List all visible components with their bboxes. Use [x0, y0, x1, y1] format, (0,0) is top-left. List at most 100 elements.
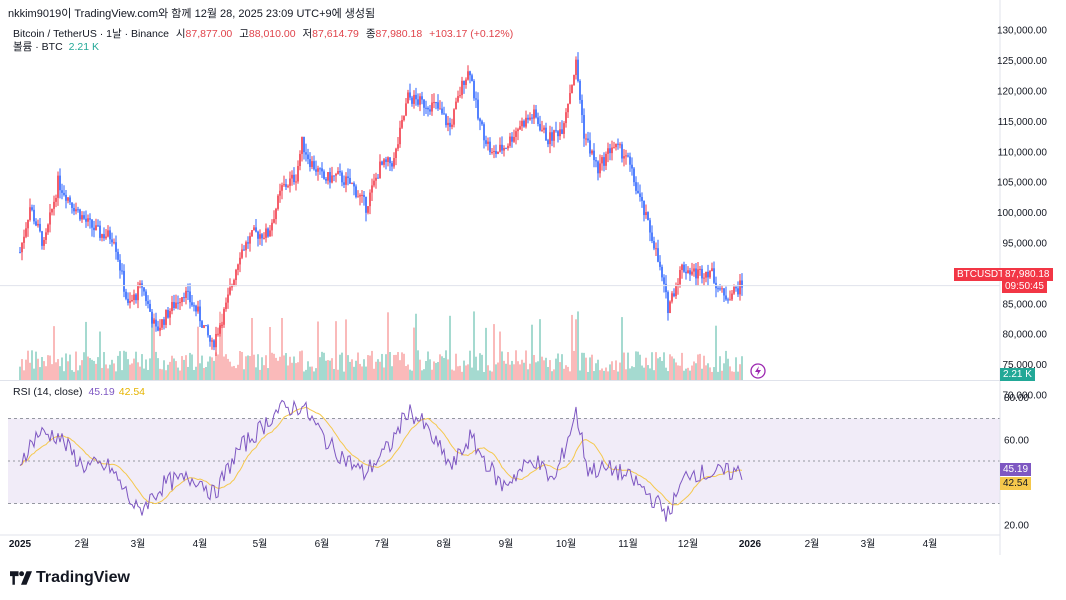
lightning-icon[interactable]: [750, 363, 766, 379]
candle-body: [379, 161, 381, 179]
volume-bar: [279, 356, 281, 380]
volume-bar: [597, 359, 599, 380]
symbol-title[interactable]: Bitcoin / TetherUS · 1날 · Binance: [13, 28, 169, 40]
volume-bar: [721, 370, 723, 380]
candle-body: [413, 94, 415, 104]
volume-bar: [243, 369, 245, 380]
candle-body: [403, 115, 405, 120]
volume-bar: [299, 351, 301, 380]
candle-body: [279, 190, 281, 196]
volume-bar: [625, 369, 627, 380]
candle-body: [611, 147, 613, 154]
candle-body: [573, 75, 575, 86]
candle-body: [585, 138, 587, 140]
volume-bar: [347, 355, 349, 380]
volume-bar: [85, 321, 87, 380]
volume-bar: [497, 362, 499, 380]
tradingview-logo[interactable]: TradingView: [10, 569, 130, 587]
candle-body: [187, 290, 189, 292]
candle-body: [735, 287, 737, 289]
volume-bar: [139, 366, 141, 380]
candle-body: [497, 151, 499, 154]
volume-bar: [105, 364, 107, 380]
candle-body: [121, 270, 123, 272]
volume-bar: [509, 364, 511, 380]
volume-bar: [31, 350, 33, 380]
volume-bar: [433, 361, 435, 380]
candle-body: [533, 109, 535, 119]
candle-body: [439, 108, 441, 110]
volume-bar: [649, 368, 651, 380]
volume-bar: [739, 364, 741, 380]
candle-body: [631, 164, 633, 169]
volume-bar: [113, 363, 115, 380]
candle-body: [383, 159, 385, 165]
candle-body: [423, 99, 425, 108]
candle-body: [617, 143, 619, 145]
rsi-tag: 45.19: [1000, 463, 1032, 476]
price-tick-label: 115,000.00: [998, 117, 1048, 128]
candle-body: [237, 264, 239, 270]
volume-bar: [357, 352, 359, 380]
volume-bar: [729, 366, 731, 380]
volume-bar: [443, 357, 445, 380]
candle-body: [555, 130, 557, 132]
change-value: +103.17 (+0.12%): [429, 28, 514, 40]
time-tick-label: 2월: [75, 538, 90, 550]
volume-bar: [221, 313, 223, 380]
volume-bar: [399, 360, 401, 380]
volume-bar: [529, 363, 531, 380]
volume-bar: [217, 354, 219, 380]
volume-bar: [255, 367, 257, 380]
time-tick-label: 2월: [805, 538, 820, 550]
volume-bar: [527, 369, 529, 380]
candle-body: [351, 183, 353, 185]
candle-body: [297, 165, 299, 182]
time-tick-label: 11월: [618, 538, 638, 550]
candle-body: [675, 285, 677, 297]
volume-bar: [665, 367, 667, 380]
candle-body: [83, 215, 85, 219]
candle-body: [189, 291, 191, 303]
candle-body: [427, 107, 429, 110]
candle-body: [581, 99, 583, 116]
candle-body: [145, 291, 147, 302]
candle-body: [287, 185, 289, 187]
candle-body: [353, 183, 355, 187]
candle-body: [61, 190, 63, 193]
volume-bar: [621, 317, 623, 380]
volume-bar: [301, 350, 303, 380]
volume-bar: [549, 360, 551, 380]
volume-bar: [127, 359, 129, 380]
candle-body: [375, 177, 377, 181]
volume-bar: [573, 350, 575, 380]
volume-bar: [311, 366, 313, 380]
volume-bar: [371, 350, 373, 380]
candle-body: [623, 156, 625, 159]
close-value: 87,980.18: [375, 28, 423, 40]
logo-text: TradingView: [36, 569, 130, 586]
volume-bar: [639, 354, 641, 380]
candle-body: [725, 295, 727, 300]
volume-bar: [259, 369, 261, 380]
candle-body: [57, 175, 59, 198]
price-tick-label: 130,000.00: [997, 26, 1047, 37]
candle-body: [561, 129, 563, 134]
volume-bar: [349, 361, 351, 380]
volume-bar: [337, 369, 339, 380]
candle-body: [289, 178, 291, 186]
volume-bar: [329, 360, 331, 380]
candle-body: [425, 107, 427, 109]
volume-bar: [27, 350, 29, 380]
candle-body: [109, 230, 111, 240]
candle-body: [209, 335, 211, 342]
volume-bar: [441, 356, 443, 380]
candle-body: [47, 224, 49, 233]
volume-bar: [23, 370, 25, 380]
candle-body: [741, 280, 743, 288]
candle-body: [371, 185, 373, 193]
candle-body: [79, 209, 81, 220]
volume-bar: [493, 324, 495, 380]
volume-bar: [643, 367, 645, 380]
